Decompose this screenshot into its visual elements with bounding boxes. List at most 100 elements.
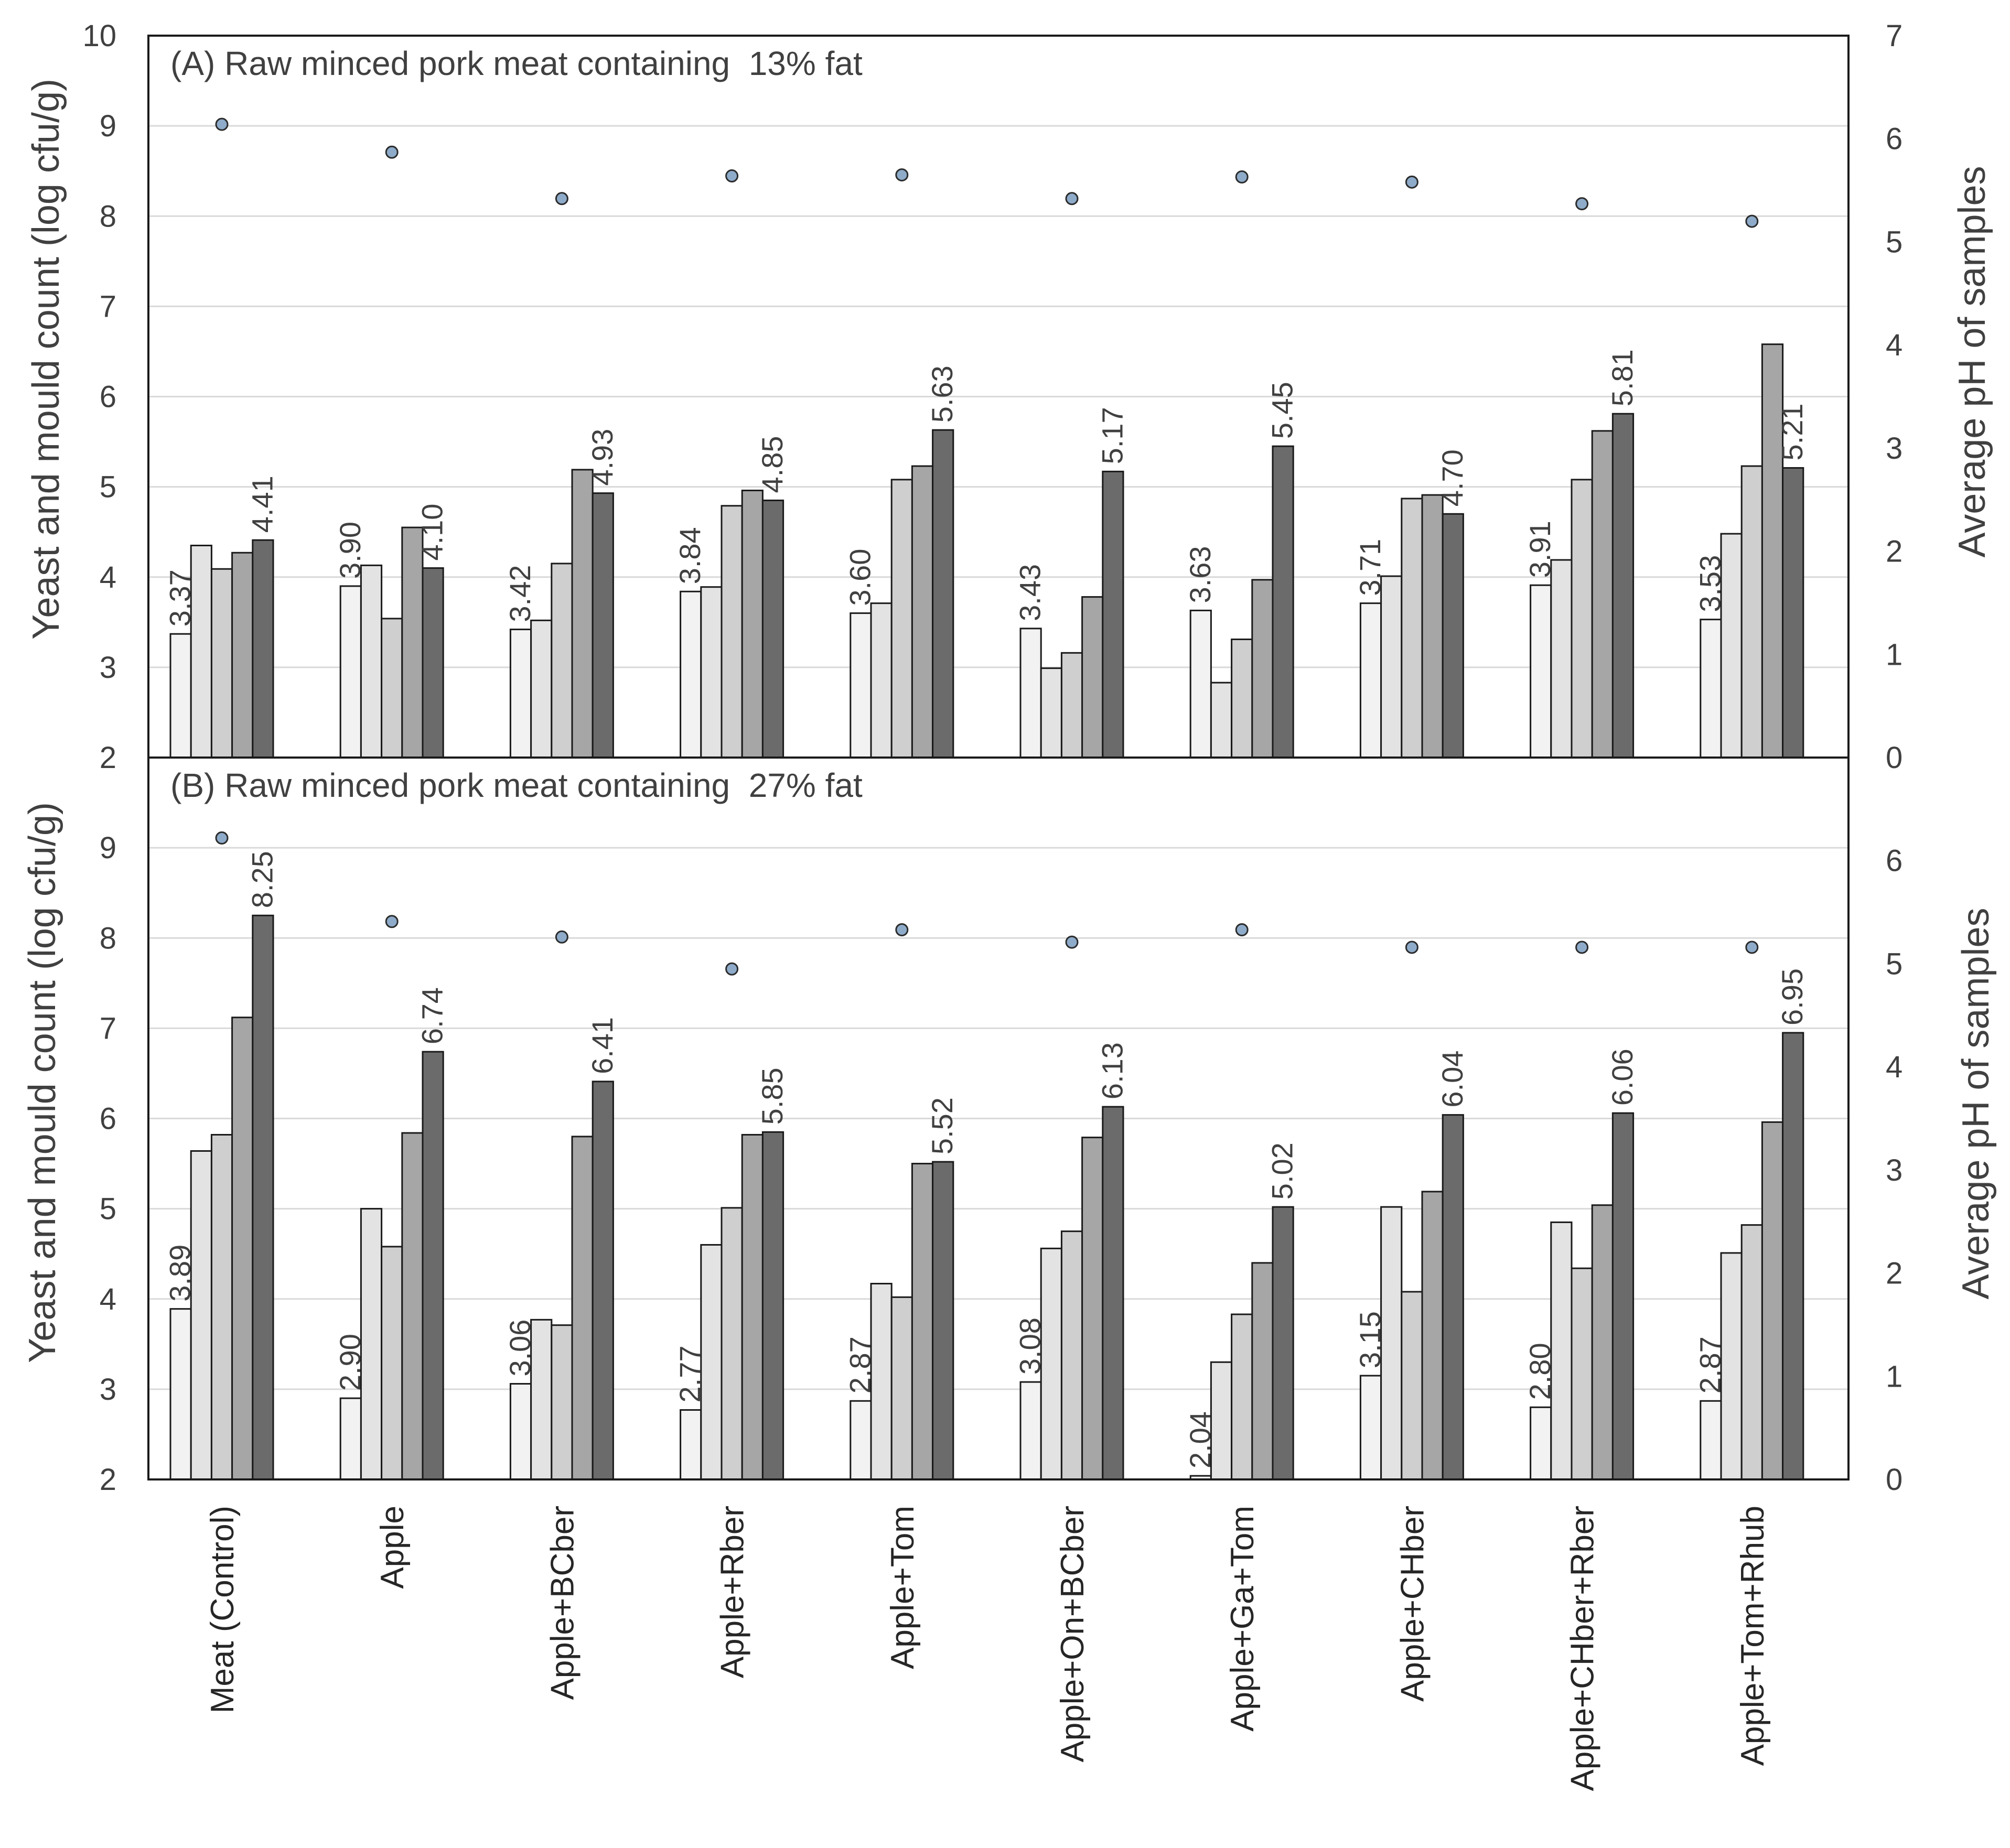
ph-point <box>725 169 739 183</box>
bar-value-label: 2.77 <box>673 1345 706 1402</box>
bar <box>401 526 424 759</box>
ph-point <box>1065 192 1079 206</box>
ph-point <box>1745 941 1759 954</box>
bar <box>571 1136 594 1480</box>
y-tick-label: 4 <box>100 560 116 595</box>
bar <box>592 1080 614 1480</box>
bar <box>339 585 362 759</box>
bar-value-label: 4.85 <box>756 436 789 493</box>
ph-point <box>215 831 229 845</box>
category-label: Apple+CHber <box>1394 1506 1431 1702</box>
bar-value-label: 4.93 <box>586 429 619 486</box>
y2-axis-title-b: Average pH of samples <box>1955 907 1997 1299</box>
bar <box>339 1397 362 1480</box>
bar <box>1782 1032 1804 1480</box>
bar-value-label: 5.81 <box>1606 349 1639 406</box>
bar <box>1740 465 1763 759</box>
y-tick-label: 9 <box>100 831 116 865</box>
y2-axis-title-a: Average pH of samples <box>1951 166 1993 557</box>
ph-point <box>1235 170 1249 183</box>
bar <box>1210 682 1233 759</box>
bar-value-label: 3.37 <box>164 569 197 626</box>
bar <box>169 1308 192 1480</box>
bar <box>1189 609 1212 759</box>
bar-value-label: 3.91 <box>1523 521 1556 578</box>
bar <box>190 1150 212 1480</box>
y2-tick-label: 3 <box>1886 1153 1902 1187</box>
bar <box>592 492 614 759</box>
bar-value-label: 2.04 <box>1184 1411 1217 1468</box>
bar <box>1611 413 1635 759</box>
bar <box>381 618 403 759</box>
bar <box>169 633 192 759</box>
bar <box>1442 513 1464 759</box>
y-tick-label: 8 <box>100 921 116 955</box>
bar-value-label: 5.17 <box>1095 407 1128 464</box>
bar <box>680 1409 702 1480</box>
bar <box>1700 619 1722 759</box>
bar <box>1421 494 1444 759</box>
bar <box>932 429 954 759</box>
bar-value-label: 5.21 <box>1776 403 1809 460</box>
bar <box>850 612 872 759</box>
bar <box>721 505 743 759</box>
bar <box>231 552 254 759</box>
y2-tick-label: 1 <box>1886 637 1902 672</box>
y2-tick-label: 2 <box>1886 1257 1902 1291</box>
y-tick-label: 8 <box>100 199 116 233</box>
bar <box>1251 579 1274 759</box>
ph-point <box>215 117 229 131</box>
bar <box>1761 1121 1784 1480</box>
bar <box>1571 479 1593 759</box>
bar <box>401 1132 424 1480</box>
bar-value-label: 3.71 <box>1353 539 1386 596</box>
category-label: Apple+CHber+Rber <box>1565 1506 1601 1791</box>
bar-value-label: 8.25 <box>245 851 278 908</box>
bar <box>741 1133 764 1480</box>
bar <box>1040 1247 1062 1480</box>
y2-tick-label: 4 <box>1886 328 1902 362</box>
y2-tick-label: 0 <box>1886 1463 1902 1497</box>
bar <box>890 1296 913 1480</box>
bar-value-label: 4.70 <box>1436 449 1469 506</box>
bar <box>1442 1114 1464 1480</box>
ph-point <box>555 192 568 206</box>
bars <box>169 343 1804 1480</box>
bar <box>850 1400 872 1480</box>
y-tick-label: 5 <box>100 1192 116 1226</box>
y-tick-label: 2 <box>100 741 116 775</box>
bar-value-label: 3.90 <box>334 522 367 579</box>
category-label: Apple <box>374 1506 411 1589</box>
bar-value-label: 6.74 <box>416 987 449 1044</box>
bar <box>1081 596 1104 759</box>
bar-value-label: 3.43 <box>1014 564 1047 621</box>
ph-point <box>1745 214 1759 228</box>
bar <box>1272 1206 1294 1480</box>
category-label: Meat (Control) <box>205 1506 241 1713</box>
bar <box>1102 470 1124 759</box>
y2-tick-label: 5 <box>1886 225 1902 259</box>
ph-point <box>1575 197 1589 211</box>
ph-point <box>1235 923 1249 937</box>
bar <box>1550 559 1573 759</box>
category-label: Apple+Ga+Tom <box>1224 1506 1261 1732</box>
y-axis-title-a: Yeast and mould count (log cfu/g) <box>25 79 67 640</box>
bar-value-label: 2.87 <box>1693 1336 1726 1393</box>
bar <box>422 1051 444 1480</box>
bar <box>932 1161 954 1480</box>
bar <box>1591 430 1614 759</box>
bar <box>890 479 913 759</box>
bar <box>741 490 764 759</box>
y2-tick-label: 6 <box>1886 122 1902 156</box>
bar <box>911 465 934 759</box>
y2-tick-label: 3 <box>1886 431 1902 466</box>
bar <box>1210 1361 1233 1480</box>
bar-value-label: 3.06 <box>503 1320 536 1377</box>
bar <box>252 539 274 759</box>
bar-value-label: 4.10 <box>416 504 449 561</box>
y-tick-label: 3 <box>100 1373 116 1407</box>
ph-points <box>215 117 1759 976</box>
y-tick-label: 10 <box>82 19 116 53</box>
